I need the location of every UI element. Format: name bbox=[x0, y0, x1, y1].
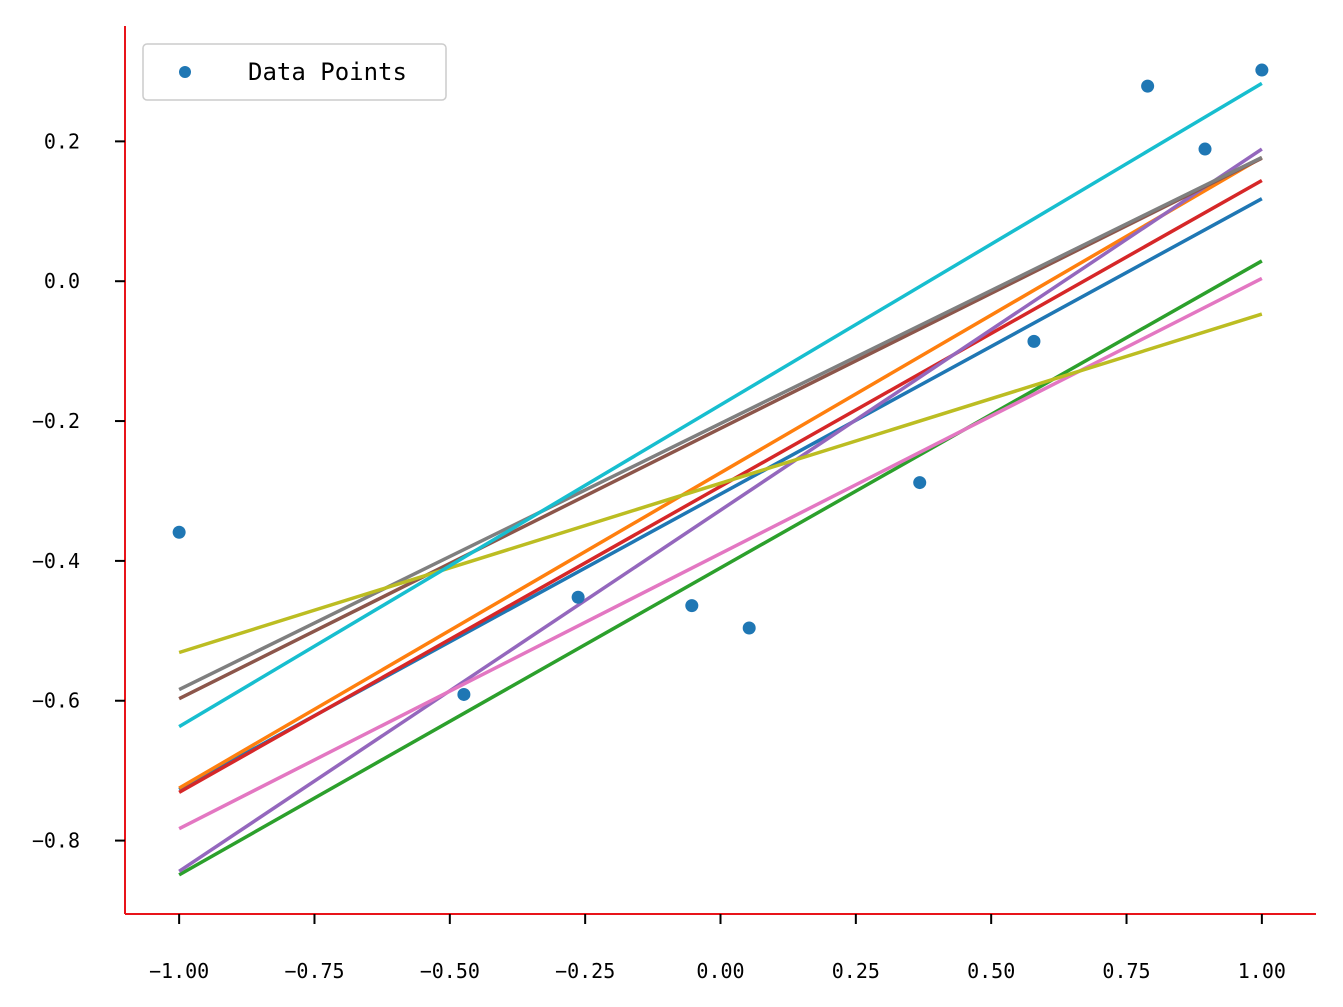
y-tick-label: −0.4 bbox=[32, 549, 80, 573]
fit-line-10 bbox=[178, 81, 1263, 729]
y-tick-label: −0.2 bbox=[32, 409, 80, 433]
x-tick-label: 1.00 bbox=[1238, 959, 1286, 983]
x-axis-ticks: −1.00 −0.75 −0.50 −0.25 0.00 0.25 0.50 0.75 1.00 bbox=[149, 914, 1286, 983]
data-point bbox=[1027, 334, 1041, 348]
x-tick-label: −0.75 bbox=[284, 959, 344, 983]
x-tick-label: −0.25 bbox=[555, 959, 615, 983]
data-point bbox=[742, 621, 756, 635]
data-point bbox=[1141, 79, 1155, 93]
data-point bbox=[1198, 142, 1212, 156]
x-tick-label: 0.50 bbox=[967, 959, 1015, 983]
legend-label: Data Points bbox=[248, 58, 407, 86]
x-tick-label: 0.00 bbox=[696, 959, 744, 983]
fit-line-9 bbox=[178, 312, 1263, 655]
y-tick-label: −0.6 bbox=[32, 689, 80, 713]
fit-line-7 bbox=[178, 276, 1263, 831]
fit-line-8 bbox=[178, 155, 1263, 692]
x-tick-label: −1.00 bbox=[149, 959, 209, 983]
data-point bbox=[913, 476, 927, 490]
y-tick-label: 0.0 bbox=[44, 269, 80, 293]
x-tick-label: 0.25 bbox=[832, 959, 880, 983]
legend-box bbox=[142, 43, 447, 101]
data-point bbox=[685, 599, 699, 613]
data-point bbox=[1255, 63, 1269, 77]
fit-line-2 bbox=[178, 155, 1263, 790]
data-points bbox=[172, 63, 1269, 701]
fit-line-5 bbox=[178, 147, 1263, 873]
fit-lines bbox=[178, 81, 1263, 877]
fit-line-6 bbox=[178, 156, 1263, 701]
y-axis-ticks: −0.8 −0.6 −0.4 −0.2 0.0 0.2 bbox=[32, 129, 125, 853]
data-point bbox=[571, 590, 585, 604]
x-tick-label: 0.75 bbox=[1102, 959, 1150, 983]
y-tick-label: 0.2 bbox=[44, 129, 80, 153]
legend-marker bbox=[179, 66, 191, 78]
data-point bbox=[172, 525, 186, 539]
data-point bbox=[457, 687, 471, 701]
legend: Data Points bbox=[142, 43, 447, 101]
y-tick-label: −0.8 bbox=[32, 829, 80, 853]
x-tick-label: −0.50 bbox=[420, 959, 480, 983]
fit-line-4 bbox=[178, 179, 1263, 794]
fit-line-3 bbox=[178, 259, 1263, 877]
